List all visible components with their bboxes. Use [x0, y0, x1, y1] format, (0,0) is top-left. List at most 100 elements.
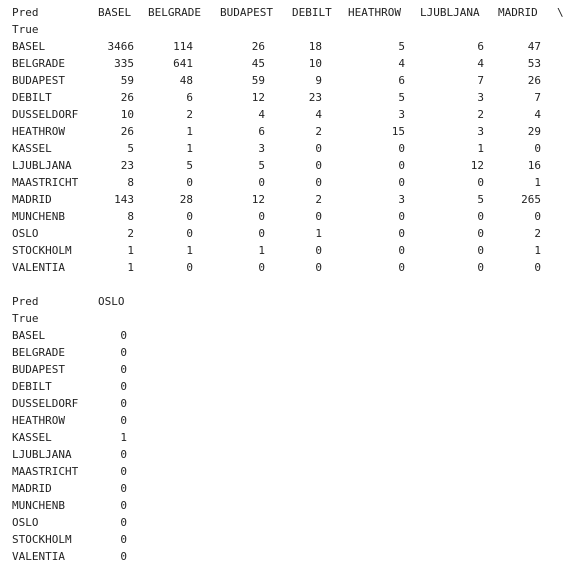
table-row: BUDAPEST 59 48 59 9 6 7 26 [12, 72, 580, 89]
table-cell: 0 [186, 261, 193, 274]
table-cell: 0 [398, 261, 405, 274]
table-cell: 1 [186, 125, 193, 138]
pred-axis-label: Pred [12, 295, 39, 308]
table-cell: 1 [258, 244, 265, 257]
pred-axis-label: Pred [12, 6, 39, 19]
table-cell: 1 [186, 142, 193, 155]
table-cell: 0 [315, 210, 322, 223]
table-cell: 5 [398, 91, 405, 104]
table-cell: 3466 [107, 40, 135, 53]
matrix-rows: BASEL 3466 114 26 18 5 6 47 BELGRADE 335 641 45 10 4 4… [12, 38, 580, 276]
row-label: HEATHROW [12, 414, 65, 427]
table-cell: 26 [120, 91, 134, 104]
table-cell: 0 [120, 465, 127, 478]
table-row: OSLO 0 [12, 514, 580, 531]
table-cell: 641 [173, 57, 193, 70]
column-header-heathrow: HEATHROW [348, 6, 401, 19]
table-cell: 1 [477, 142, 484, 155]
table-cell: 18 [308, 40, 322, 53]
table-cell: 8 [127, 176, 134, 189]
table-row: STOCKHOLM 1 1 1 0 0 0 1 [12, 242, 580, 259]
row-label: STOCKHOLM [12, 244, 72, 257]
table-row: VALENTIA 0 [12, 548, 580, 565]
table-cell: 29 [527, 125, 541, 138]
table-cell: 0 [315, 244, 322, 257]
table-cell: 0 [477, 210, 484, 223]
table-cell: 0 [120, 516, 127, 529]
table-cell: 0 [315, 142, 322, 155]
table-cell: 47 [527, 40, 541, 53]
table-cell: 2 [315, 193, 322, 206]
table-cell: 0 [120, 397, 127, 410]
row-label: DUSSELDORF [12, 108, 79, 121]
table-row: LJUBLJANA 23 5 5 0 0 12 16 [12, 157, 580, 174]
table-cell: 0 [258, 176, 265, 189]
table-cell: 0 [315, 261, 322, 274]
table-cell: 5 [398, 40, 405, 53]
table-cell: 16 [527, 159, 541, 172]
row-label: MAASTRICHT [12, 176, 79, 189]
table-cell: 23 [308, 91, 322, 104]
matrix-rows: BASEL 0 BELGRADE 0 BUDAPEST 0 DEBILT 0 DUSSELDOR… [12, 327, 580, 565]
column-header-basel: BASEL [98, 6, 132, 19]
table-cell: 335 [114, 57, 134, 70]
table-cell: 0 [398, 176, 405, 189]
table-cell: 0 [186, 210, 193, 223]
table-cell: 7 [477, 74, 484, 87]
row-label: BUDAPEST [12, 74, 65, 87]
table-cell: 10 [308, 57, 322, 70]
row-label: VALENTIA [12, 261, 65, 274]
table-cell: 0 [120, 380, 127, 393]
true-axis-label: True [12, 23, 39, 36]
table-cell: 0 [398, 244, 405, 257]
table-cell: 5 [477, 193, 484, 206]
table-cell: 2 [127, 227, 134, 240]
table-cell: 2 [534, 227, 541, 240]
table-cell: 5 [127, 142, 134, 155]
table-row: KASSEL 5 1 3 0 0 1 0 [12, 140, 580, 157]
table-cell: 143 [114, 193, 134, 206]
table-row: MUNCHENB 8 0 0 0 0 0 0 [12, 208, 580, 225]
table-cell: 28 [179, 193, 193, 206]
table-cell: 4 [315, 108, 322, 121]
table-cell: 0 [398, 159, 405, 172]
line-continuation-mark: \ [557, 6, 564, 19]
table-row: HEATHROW 26 1 6 2 15 3 29 [12, 123, 580, 140]
row-label: LJUBLJANA [12, 159, 72, 172]
table-cell: 12 [251, 91, 265, 104]
table-cell: 59 [251, 74, 265, 87]
table-cell: 0 [120, 329, 127, 342]
column-header-oslo: OSLO [98, 295, 125, 308]
row-label: STOCKHOLM [12, 533, 72, 546]
row-label: VALENTIA [12, 550, 65, 563]
console-output: Pred BASEL BELGRADE BUDAPEST DEBILT HEAT… [12, 4, 580, 565]
table-cell: 0 [477, 227, 484, 240]
row-label: BELGRADE [12, 346, 65, 359]
table-cell: 26 [251, 40, 265, 53]
table-row: LJUBLJANA 0 [12, 446, 580, 463]
table-cell: 12 [251, 193, 265, 206]
table-cell: 0 [120, 499, 127, 512]
table-cell: 10 [120, 108, 134, 121]
table-row: BASEL 3466 114 26 18 5 6 47 [12, 38, 580, 55]
table-cell: 6 [477, 40, 484, 53]
table-cell: 1 [534, 244, 541, 257]
table-cell: 4 [477, 57, 484, 70]
table-cell: 3 [398, 193, 405, 206]
table-cell: 0 [186, 227, 193, 240]
table-cell: 0 [398, 142, 405, 155]
table-row: VALENTIA 1 0 0 0 0 0 0 [12, 259, 580, 276]
table-cell: 0 [258, 261, 265, 274]
table-cell: 26 [120, 125, 134, 138]
table-cell: 0 [477, 261, 484, 274]
table-cell: 0 [120, 533, 127, 546]
column-header-belgrade: BELGRADE [148, 6, 201, 19]
table-cell: 26 [527, 74, 541, 87]
table-cell: 3 [477, 125, 484, 138]
row-label: DUSSELDORF [12, 397, 79, 410]
table-cell: 265 [521, 193, 541, 206]
table-cell: 0 [120, 346, 127, 359]
column-header-madrid: MADRID [498, 6, 538, 19]
row-label: MADRID [12, 482, 52, 495]
row-label: KASSEL [12, 142, 52, 155]
